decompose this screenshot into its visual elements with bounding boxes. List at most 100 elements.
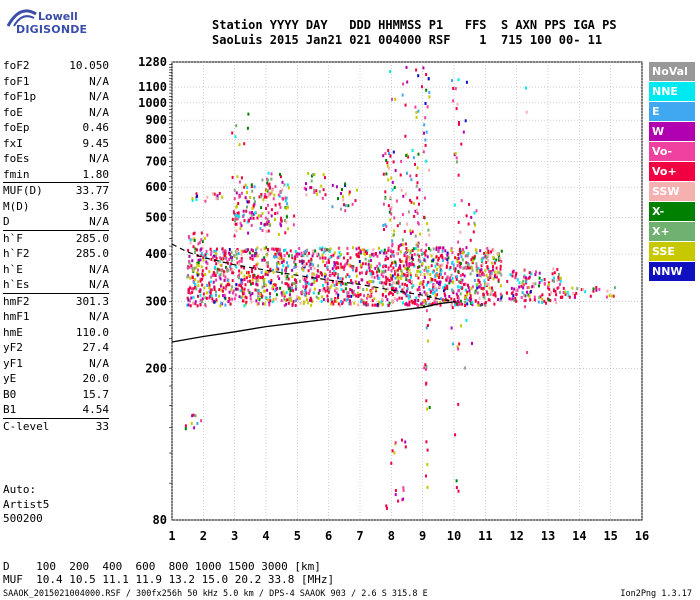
echo-point	[474, 299, 477, 303]
echo-point	[442, 259, 444, 263]
echo-point	[510, 291, 513, 295]
echo-point	[279, 175, 282, 179]
echo-point	[200, 238, 203, 242]
echo-point	[494, 273, 497, 277]
echo-point	[305, 182, 307, 186]
echo-point	[355, 274, 358, 278]
echo-point	[466, 293, 468, 297]
echo-point	[399, 266, 402, 270]
echo-point	[269, 281, 272, 285]
echo-point	[208, 270, 211, 273]
echo-point	[417, 269, 420, 273]
echo-point	[428, 318, 431, 322]
echo-point	[524, 298, 527, 302]
echo-point	[405, 256, 408, 260]
echo-point	[334, 297, 337, 300]
echo-point	[201, 297, 204, 301]
echo-point	[406, 171, 408, 175]
echo-point	[225, 256, 228, 260]
echo-point	[425, 364, 428, 368]
echo-point	[418, 288, 421, 291]
echo-point	[284, 196, 287, 200]
echo-point	[489, 273, 492, 277]
echo-point	[295, 299, 297, 303]
x-tick-label: 6	[325, 529, 332, 543]
echo-point	[302, 263, 305, 267]
echo-point	[309, 266, 312, 270]
echo-point	[226, 260, 229, 264]
echo-point	[376, 264, 379, 268]
echo-point	[416, 269, 419, 273]
echo-point	[286, 202, 289, 206]
echo-point	[381, 293, 384, 297]
echo-point	[368, 282, 371, 286]
echo-point	[253, 196, 256, 200]
echo-point	[415, 296, 418, 300]
echo-point	[425, 302, 427, 306]
param-value: 285.0	[75, 247, 109, 260]
echo-point	[458, 121, 460, 125]
echo-point	[279, 205, 282, 209]
echo-point	[359, 263, 362, 267]
echo-point	[376, 254, 379, 258]
echo-point	[461, 278, 464, 282]
echo-point	[240, 278, 243, 282]
echo-point	[444, 283, 447, 287]
echo-point	[319, 256, 322, 260]
echo-point	[206, 284, 209, 287]
echo-point	[305, 187, 308, 191]
echo-point	[189, 276, 192, 280]
echo-point	[592, 287, 595, 291]
echo-point	[495, 273, 498, 277]
echo-point	[497, 298, 500, 302]
echo-point	[295, 252, 298, 256]
echo-point	[399, 222, 401, 225]
echo-point	[446, 275, 449, 279]
echo-point	[311, 249, 314, 253]
echo-point	[352, 293, 355, 297]
echo-point	[216, 197, 219, 201]
echo-point	[437, 282, 440, 286]
echo-point	[493, 275, 496, 279]
echo-point	[202, 256, 205, 260]
echo-point	[265, 253, 268, 257]
echo-point	[346, 291, 349, 295]
echo-point	[295, 284, 297, 288]
y-tick-label: 400	[145, 247, 167, 261]
echo-point	[225, 269, 228, 273]
echo-point	[191, 198, 194, 202]
echo-point	[281, 293, 284, 297]
echo-point	[499, 257, 502, 261]
echo-point	[436, 280, 439, 284]
param-row: yF1 N/A	[3, 356, 109, 372]
echo-point	[257, 214, 260, 218]
echo-point	[310, 179, 313, 183]
echo-point	[531, 285, 534, 289]
echo-point	[222, 286, 225, 290]
echo-point	[385, 504, 388, 508]
echo-point	[287, 264, 290, 268]
echo-point	[551, 272, 554, 276]
echo-point	[277, 260, 280, 264]
echo-point	[385, 172, 388, 176]
echo-point	[333, 299, 336, 303]
echo-point	[425, 367, 427, 371]
echo-point	[388, 210, 391, 214]
echo-point	[390, 212, 393, 216]
echo-point	[424, 116, 427, 120]
echo-point	[235, 256, 238, 260]
echo-point	[413, 202, 415, 205]
echo-point	[384, 258, 387, 262]
param-value: N/A	[89, 215, 109, 228]
echo-point	[406, 80, 409, 84]
param-row: foF2 10.050	[3, 58, 109, 74]
echo-point	[435, 246, 438, 250]
echo-point	[186, 296, 189, 300]
echo-point	[285, 196, 288, 200]
echo-point	[348, 190, 351, 194]
echo-point	[454, 152, 457, 155]
echo-point	[474, 223, 476, 227]
echo-point	[265, 296, 268, 300]
echo-point	[344, 282, 347, 286]
